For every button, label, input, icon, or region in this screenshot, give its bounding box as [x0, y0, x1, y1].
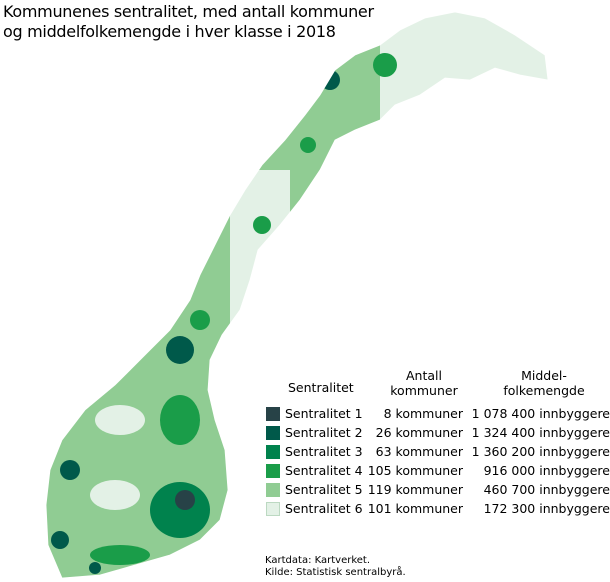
legend-count: 119 kommuner [367, 482, 463, 497]
legend-population: 1 324 400 innbyggere [471, 425, 610, 440]
legend-row: Sentralitet 2 26 kommuner 1 324 400 innbyg… [264, 423, 610, 442]
region-stavanger [51, 531, 69, 549]
region-nordland-inland [230, 170, 290, 340]
region-alta [373, 53, 397, 77]
legend-header-pop-line1: Middel- [521, 368, 567, 383]
legend-label: Sentralitet 5 [285, 482, 363, 497]
source-note: Kartdata: Kartverket. Kilde: Statistisk … [265, 555, 406, 579]
title-line-1: Kommunenes sentralitet, med antall kommu… [3, 2, 374, 21]
legend-row: Sentralitet 3 63 kommuner 1 360 200 innbyg… [264, 442, 610, 461]
region-agder [90, 545, 150, 565]
region-bodo [253, 216, 271, 234]
region-ostlandet [150, 482, 210, 538]
legend-swatch [266, 407, 280, 421]
legend-population: 916 000 innbyggere [483, 463, 610, 478]
legend-population: 460 700 innbyggere [483, 482, 610, 497]
region-vestland-north [95, 405, 145, 435]
legend-count: 101 kommuner [367, 501, 463, 516]
region-oslo [175, 490, 195, 510]
legend-population: 1 078 400 innbyggere [471, 406, 610, 421]
legend-count: 26 kommuner [375, 425, 463, 440]
legend-header-population: Middel- folkemengde [494, 368, 594, 398]
legend-label: Sentralitet 4 [285, 463, 363, 478]
region-finnmark [380, 12, 548, 130]
source-credit: Kilde: Statistisk sentralbyrå. [265, 567, 406, 578]
legend-row: Sentralitet 6 101 kommuner 172 300 innbygg… [264, 499, 610, 518]
region-hardanger [90, 480, 140, 510]
region-trondheim [166, 336, 194, 364]
legend-label: Sentralitet 2 [285, 425, 363, 440]
title-line-2: og middelfolkemengde i hver klasse i 201… [3, 22, 336, 41]
legend-header-class: Sentralitet [288, 380, 354, 395]
legend-count: 63 kommuner [375, 444, 463, 459]
legend-row: Sentralitet 5 119 kommuner 460 700 innbygg… [264, 480, 610, 499]
legend-header-pop-line2: folkemengde [503, 383, 585, 398]
map-data-credit: Kartdata: Kartverket. [265, 555, 371, 566]
legend-swatch [266, 464, 280, 478]
legend-swatch [266, 445, 280, 459]
legend-label: Sentralitet 6 [285, 501, 363, 516]
legend-swatch [266, 483, 280, 497]
region-bergen [60, 460, 80, 480]
region-tromso [320, 70, 340, 90]
region-trondelag [190, 310, 210, 330]
legend-population: 172 300 innbyggere [483, 501, 610, 516]
legend-swatch [266, 426, 280, 440]
legend-count: 105 kommuner [367, 463, 463, 478]
legend-header-count: Antall kommuner [384, 368, 464, 398]
legend-header-count-line2: kommuner [390, 383, 458, 398]
region-innlandet [160, 395, 200, 445]
legend-header-count-line1: Antall [406, 368, 442, 383]
legend-row: Sentralitet 1 8 kommuner 1 078 400 innbygg… [264, 404, 610, 423]
region-narvik [300, 137, 316, 153]
legend-label: Sentralitet 1 [285, 406, 363, 421]
legend-count: 8 kommuner [383, 406, 463, 421]
map-title: Kommunenes sentralitet, med antall kommu… [3, 2, 374, 42]
legend-population: 1 360 200 innbyggere [471, 444, 610, 459]
region-kristiansand [89, 562, 101, 574]
legend-row: Sentralitet 4 105 kommuner 916 000 innbygg… [264, 461, 610, 480]
legend-swatch [266, 502, 280, 516]
legend-label: Sentralitet 3 [285, 444, 363, 459]
